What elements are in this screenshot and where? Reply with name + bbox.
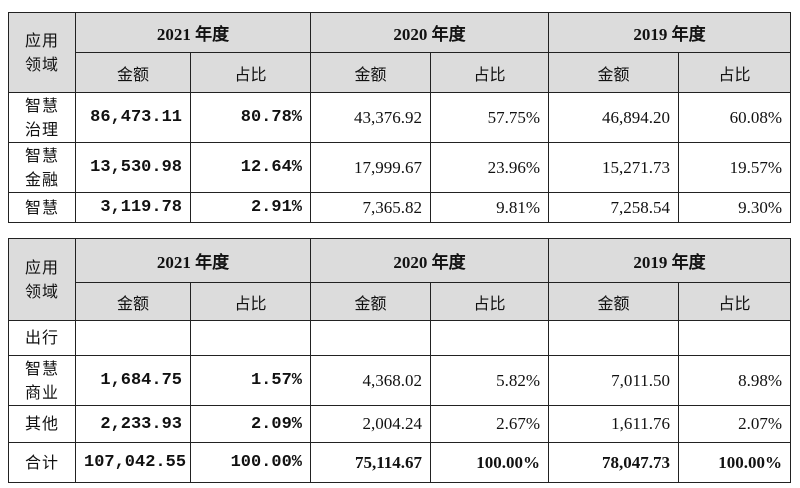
empty-cell (310, 320, 431, 356)
subheader: 占比 (190, 52, 311, 93)
data-row: 其他 2,233.93 2.09% 2,004.24 2.67% 1,611.76 2.07… (8, 405, 791, 443)
subheader: 金额 (548, 52, 679, 93)
header-row: 应用领域 2021 年度 2020 年度 2019 年度 (8, 12, 791, 93)
cell: 3,119.78 (75, 192, 191, 223)
cell: 9.81% (430, 192, 549, 223)
cell: 1.57% (190, 355, 311, 406)
cell: 19.57% (678, 142, 791, 193)
cell: 75,114.67 (310, 442, 431, 483)
subheader-row: 金额 占比 金额 占比 金额 占比 (9, 52, 791, 93)
empty-cell (75, 320, 191, 356)
cell: 15,271.73 (548, 142, 679, 193)
empty-cell (678, 320, 791, 356)
header-label: 应用领域 (8, 238, 76, 321)
cell: 78,047.73 (548, 442, 679, 483)
year-header: 2019 年度 (548, 238, 791, 283)
row-label: 智慧 (8, 192, 76, 223)
empty-cell (430, 320, 549, 356)
data-row: 智慧 3,119.78 2.91% 7,365.82 9.81% 7,258.54 9.30… (8, 192, 791, 223)
cell: 46,894.20 (548, 92, 679, 143)
subheader: 占比 (678, 52, 791, 93)
cell: 2,233.93 (75, 405, 191, 443)
row-label: 智慧商业 (8, 355, 76, 406)
subheader: 占比 (678, 282, 791, 321)
cell: 2.09% (190, 405, 311, 443)
year-header: 2020 年度 (310, 238, 549, 283)
subheader: 金额 (310, 282, 431, 321)
row-label: 智慧治理 (8, 92, 76, 143)
subheader: 占比 (190, 282, 311, 321)
subheader: 占比 (430, 282, 549, 321)
empty-cell (190, 320, 311, 356)
cell: 7,365.82 (310, 192, 431, 223)
cell: 1,684.75 (75, 355, 191, 406)
subheader: 金额 (548, 282, 679, 321)
cell: 12.64% (190, 142, 311, 193)
row-label: 智慧金融 (8, 142, 76, 193)
year-header: 2021 年度 (75, 238, 311, 283)
data-row: 智慧金融 13,530.98 12.64% 17,999.67 23.96% 15,271… (8, 142, 791, 193)
data-row: 合计 107,042.55 100.00% 75,114.67 100.00% 78,04… (8, 442, 791, 483)
cell: 23.96% (430, 142, 549, 193)
cell: 5.82% (430, 355, 549, 406)
header-row: 应用领域 2021 年度 2020 年度 2019 年度 (8, 238, 791, 321)
cell: 60.08% (678, 92, 791, 143)
cell: 2,004.24 (310, 405, 431, 443)
row-label: 其他 (8, 405, 76, 443)
year-header: 2021 年度 (75, 12, 311, 53)
cell: 17,999.67 (310, 142, 431, 193)
cell: 7,258.54 (548, 192, 679, 223)
table-part-2: 应用领域 2021 年度 2020 年度 2019 年度 金额 占比 金额 占比 金额 占比 出行智… (8, 238, 791, 483)
cell: 86,473.11 (75, 92, 191, 143)
cell: 2.07% (678, 405, 791, 443)
cell: 7,011.50 (548, 355, 679, 406)
cell: 100.00% (430, 442, 549, 483)
subheader: 金额 (75, 282, 191, 321)
empty-cell (548, 320, 679, 356)
data-row: 智慧治理 86,473.11 80.78% 43,376.92 57.75% 46,894… (8, 92, 791, 143)
year-header: 2019 年度 (548, 12, 791, 53)
subheader: 金额 (310, 52, 431, 93)
table-part-1: 应用领域 2021 年度 2020 年度 2019 年度 金额 占比 金额 占比 金额 占比 智慧治… (8, 12, 791, 223)
cell: 57.75% (430, 92, 549, 143)
cell: 4,368.02 (310, 355, 431, 406)
subheader: 金额 (75, 52, 191, 93)
cell: 100.00% (190, 442, 311, 483)
row-label: 出行 (8, 320, 76, 356)
cell: 2.67% (430, 405, 549, 443)
cell: 43,376.92 (310, 92, 431, 143)
cell: 80.78% (190, 92, 311, 143)
subheader-row: 金额 占比 金额 占比 金额 占比 (9, 282, 791, 321)
cell: 107,042.55 (75, 442, 191, 483)
cell: 100.00% (678, 442, 791, 483)
table: 应用领域 2021 年度 2020 年度 2019 年度 金额 占比 金额 占比 金额 占比 出行智… (8, 238, 791, 483)
cell: 1,611.76 (548, 405, 679, 443)
table: 应用领域 2021 年度 2020 年度 2019 年度 金额 占比 金额 占比 金额 占比 智慧治… (8, 12, 791, 223)
year-header: 2020 年度 (310, 12, 549, 53)
data-row: 智慧商业 1,684.75 1.57% 4,368.02 5.82% 7,011.50 8.… (8, 355, 791, 406)
cell: 13,530.98 (75, 142, 191, 193)
header-label: 应用领域 (8, 12, 76, 93)
data-row: 出行 (8, 320, 791, 356)
cell: 8.98% (678, 355, 791, 406)
cell: 2.91% (190, 192, 311, 223)
row-label: 合计 (8, 442, 76, 483)
cell: 9.30% (678, 192, 791, 223)
subheader: 占比 (430, 52, 549, 93)
